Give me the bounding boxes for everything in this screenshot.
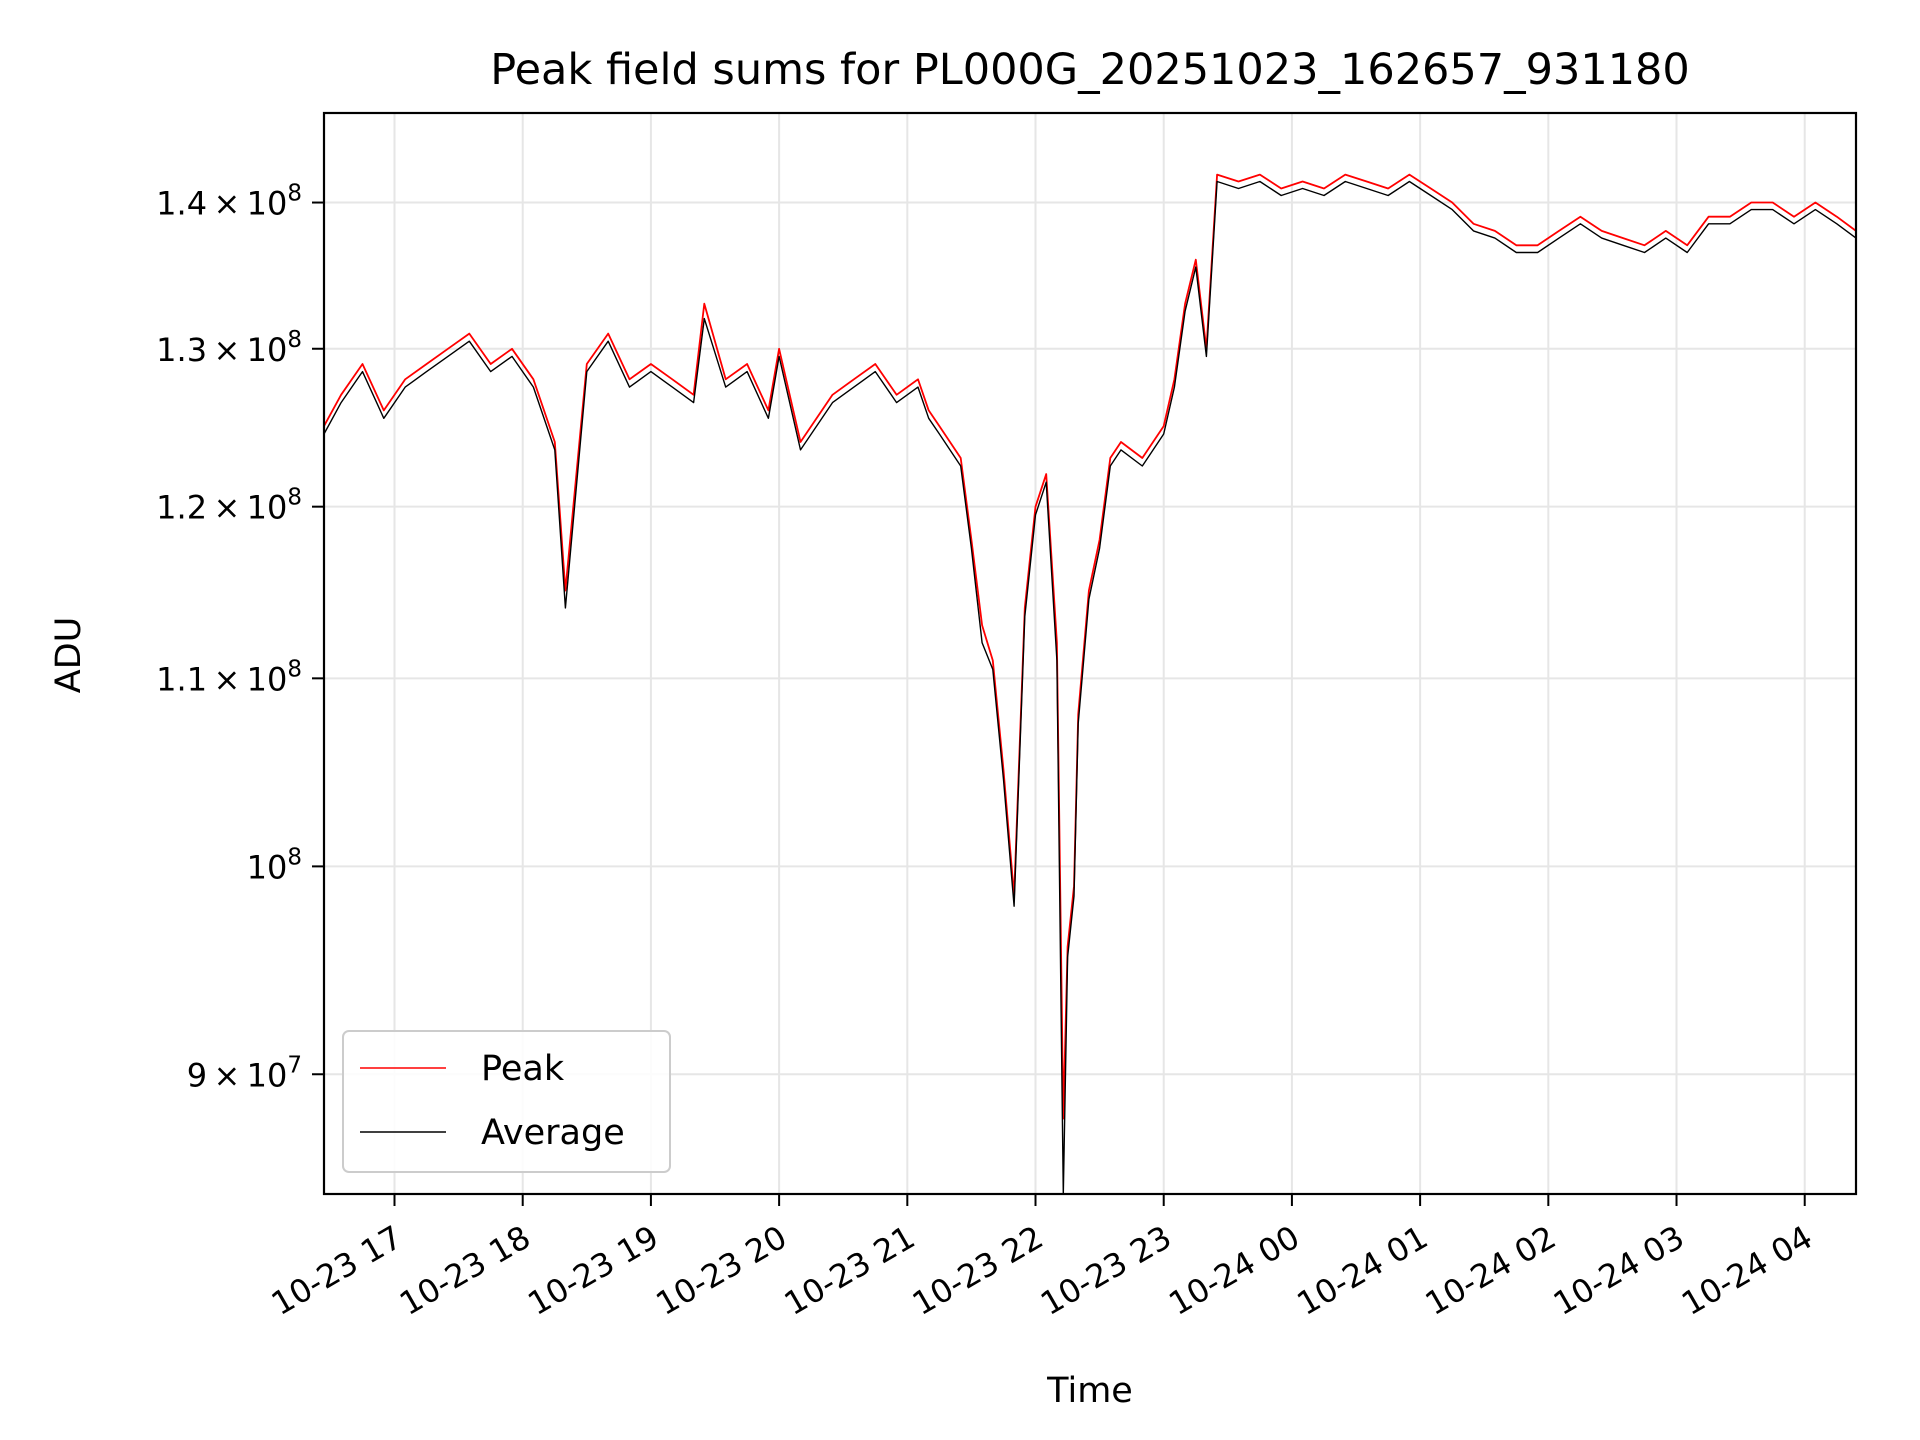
y-tick-label: 1.4 × 108 xyxy=(156,181,302,223)
y-tick-label: 1.1 × 108 xyxy=(156,656,302,698)
legend-label-average: Average xyxy=(481,1113,625,1153)
y-tick-label: 1.3 × 108 xyxy=(156,327,302,369)
series-layer xyxy=(323,173,1857,1195)
grid-lines xyxy=(324,113,1856,1194)
y-tick-label: 9 × 107 xyxy=(187,1052,302,1094)
x-axis-title: Time xyxy=(1046,1371,1133,1411)
series-line-peak xyxy=(323,173,1857,1120)
chart-title: Peak field sums for PL000G_20251023_1626… xyxy=(490,45,1690,95)
legend-label-peak: Peak xyxy=(481,1049,565,1089)
y-tick-label: 1.2 × 108 xyxy=(156,485,302,527)
y-axis-ticks: 9 × 107 108 1.1 × 108 1.2 × 108 1.3 × 108 1.4… xyxy=(156,181,324,1094)
y-axis-title: ADU xyxy=(49,617,89,694)
y-tick-label: 108 xyxy=(247,844,302,886)
series-line-average xyxy=(323,180,1857,1195)
legend: Peak Average xyxy=(342,1030,671,1173)
legend-box xyxy=(342,1030,671,1173)
plot-frame xyxy=(322,111,1858,1196)
